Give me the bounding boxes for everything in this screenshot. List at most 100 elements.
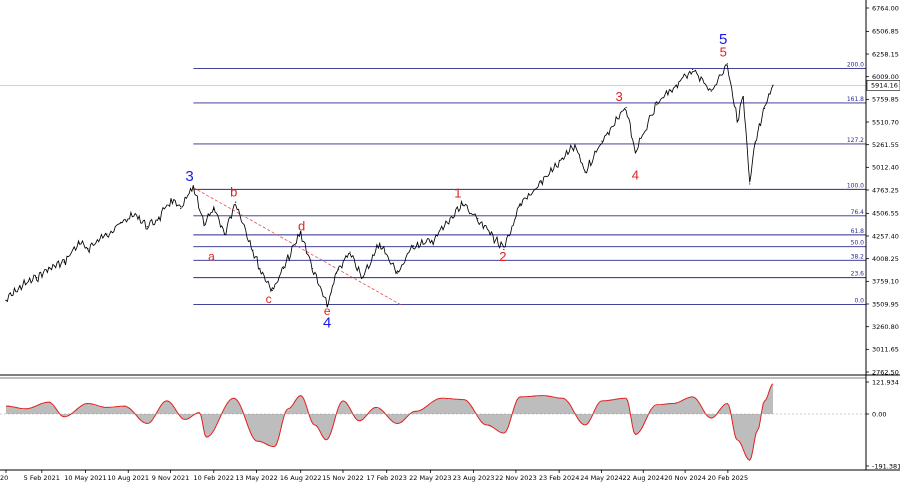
date-tick-label: 20 (0, 474, 8, 482)
price-data-point (5, 299, 7, 301)
fib-level-label: 127.2 (847, 137, 864, 144)
price-data-point (670, 89, 672, 91)
price-data-point (601, 140, 603, 142)
wave-label: c (266, 292, 272, 306)
date-tick-label: 5 Feb 2021 (24, 474, 60, 482)
price-data-point (180, 207, 182, 210)
oscillator-tick-label: 121.934 (872, 378, 899, 386)
price-tick-label: 4257.40 (872, 232, 899, 240)
price-data-point (349, 251, 351, 253)
current-price-box (866, 80, 900, 91)
price-data-point (192, 186, 194, 189)
fib-level-label: 38.2 (851, 253, 865, 260)
price-data-point (379, 242, 381, 244)
price-data-point (326, 305, 328, 307)
wave-label: 4 (632, 167, 639, 182)
price-tick-label: 6258.15 (872, 50, 899, 58)
price-data-point (77, 242, 80, 244)
price-data-point (656, 104, 658, 106)
price-data-point (311, 267, 313, 270)
price-tick-label: 3759.10 (872, 278, 899, 286)
price-data-point (749, 183, 751, 185)
fib-level-label: 200.0 (847, 61, 864, 68)
date-tick-label: 9 Nov 2021 (152, 474, 190, 482)
price-data-point (772, 84, 774, 86)
price-series-line (5, 63, 774, 308)
wave-label: d (298, 218, 305, 233)
price-data-point (134, 213, 136, 215)
price-tick-label: 5759.85 (872, 96, 899, 104)
wave-label: 2 (499, 249, 506, 264)
current-price-label: 5914.16 (871, 82, 898, 90)
price-tick-label: 3011.65 (872, 346, 899, 354)
price-tick-label: 6764.00 (872, 4, 899, 12)
date-tick-label: 23 Aug 2023 (453, 474, 495, 482)
fib-level-label: 161.8 (847, 96, 864, 103)
price-data-point (540, 181, 542, 183)
price-data-point (412, 245, 414, 247)
wave-label: 3 (615, 89, 622, 104)
price-data-point (584, 171, 586, 173)
fib-level-label: 23.6 (851, 271, 865, 278)
date-tick-label: 13 May 2022 (235, 474, 277, 482)
price-data-point (462, 204, 464, 206)
price-data-point (223, 233, 226, 235)
price-data-point (48, 267, 50, 270)
price-data-point (736, 119, 738, 121)
price-data-point (431, 240, 433, 242)
price-tick-label: 6009.00 (872, 73, 899, 81)
price-data-point (87, 247, 89, 250)
wave-label: 4 (323, 315, 331, 332)
price-data-point (63, 261, 65, 263)
price-data-point (252, 249, 254, 251)
fib-level-label: 0.0 (854, 297, 864, 304)
price-tick-label: 5510.70 (872, 118, 899, 126)
price-data-point (213, 208, 215, 210)
price-tick-label: 4008.25 (872, 255, 899, 263)
oscillator-signal-line (5, 383, 774, 461)
price-data-point (203, 222, 205, 224)
date-tick-label: 22 Aug 2024 (622, 474, 664, 482)
price-data-point (36, 277, 38, 279)
date-tick-label: 24 May 2024 (580, 474, 622, 482)
price-tick-label: 5261.55 (872, 141, 899, 149)
price-data-point (300, 231, 302, 233)
price-data-point (625, 106, 627, 109)
price-data-point (362, 277, 364, 279)
price-data-point (519, 205, 521, 207)
price-data-point (120, 222, 122, 224)
date-tick-label: 22 Nov 2023 (495, 474, 537, 482)
oscillator-tick-label: -191.381 (872, 462, 900, 470)
price-data-point (259, 267, 261, 270)
price-data-point (710, 90, 712, 92)
price-data-point (503, 248, 505, 251)
wave-label: 5 (720, 45, 727, 60)
price-data-point (691, 68, 694, 70)
date-tick-label: 10 Feb 2022 (194, 474, 234, 482)
fib-level-label: 61.8 (851, 228, 865, 235)
date-tick-label: 22 May 2023 (409, 474, 451, 482)
price-data-point (634, 151, 636, 153)
wave-label: e (324, 304, 331, 318)
price-data-point (146, 226, 148, 228)
price-data-point (763, 107, 766, 110)
fib-level-label: 100.0 (847, 182, 864, 189)
price-data-point (754, 142, 756, 144)
fib-level-label: 76.4 (851, 209, 865, 216)
price-data-point (271, 289, 273, 291)
wave-label: 1 (454, 186, 461, 201)
wave-label: a (208, 249, 215, 263)
wave-label: 5 (719, 31, 727, 48)
date-tick-label: 23 Feb 2024 (539, 474, 579, 482)
date-tick-label: 17 Feb 2023 (366, 474, 406, 482)
price-tick-label: 2762.50 (872, 368, 899, 376)
wave-label: b (230, 185, 237, 200)
price-data-point (726, 63, 729, 65)
price-tick-label: 3260.80 (872, 323, 899, 331)
fib-level-label: 50.0 (851, 240, 865, 247)
date-tick-label: 20 Nov 2024 (664, 474, 706, 482)
price-data-point (106, 233, 108, 235)
date-tick-label: 15 Nov 2022 (322, 474, 364, 482)
